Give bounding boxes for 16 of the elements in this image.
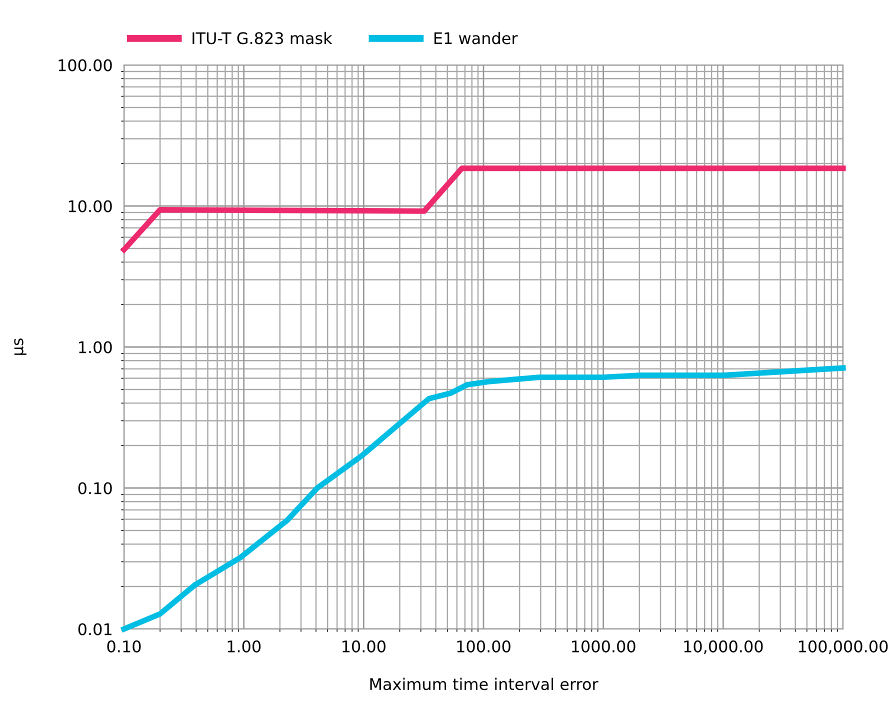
legend-label: E1 wander <box>434 32 518 44</box>
x-tick-label: 10,000.00 <box>684 640 763 654</box>
x-tick-label: 100,000.00 <box>799 640 888 654</box>
y-axis-title: µs <box>14 338 26 355</box>
y-tick-label: 10.00 <box>68 200 112 212</box>
y-tick-label: 1.00 <box>79 341 112 354</box>
x-tick-label: 10.00 <box>342 640 386 652</box>
x-tick-label: 1000.00 <box>572 640 636 652</box>
x-tick-label: 100.00 <box>457 640 510 652</box>
legend-label: ITU-T G.823 mask <box>192 32 332 44</box>
y-tick-label: 0.01 <box>78 623 112 636</box>
x-tick-label: 0.10 <box>107 640 141 652</box>
x-axis-title: Maximum time interval error <box>370 678 598 690</box>
y-tick-label: 100.00 <box>58 59 112 72</box>
x-tick-label: 1.00 <box>228 640 261 652</box>
y-tick-label: 0.10 <box>78 482 112 494</box>
